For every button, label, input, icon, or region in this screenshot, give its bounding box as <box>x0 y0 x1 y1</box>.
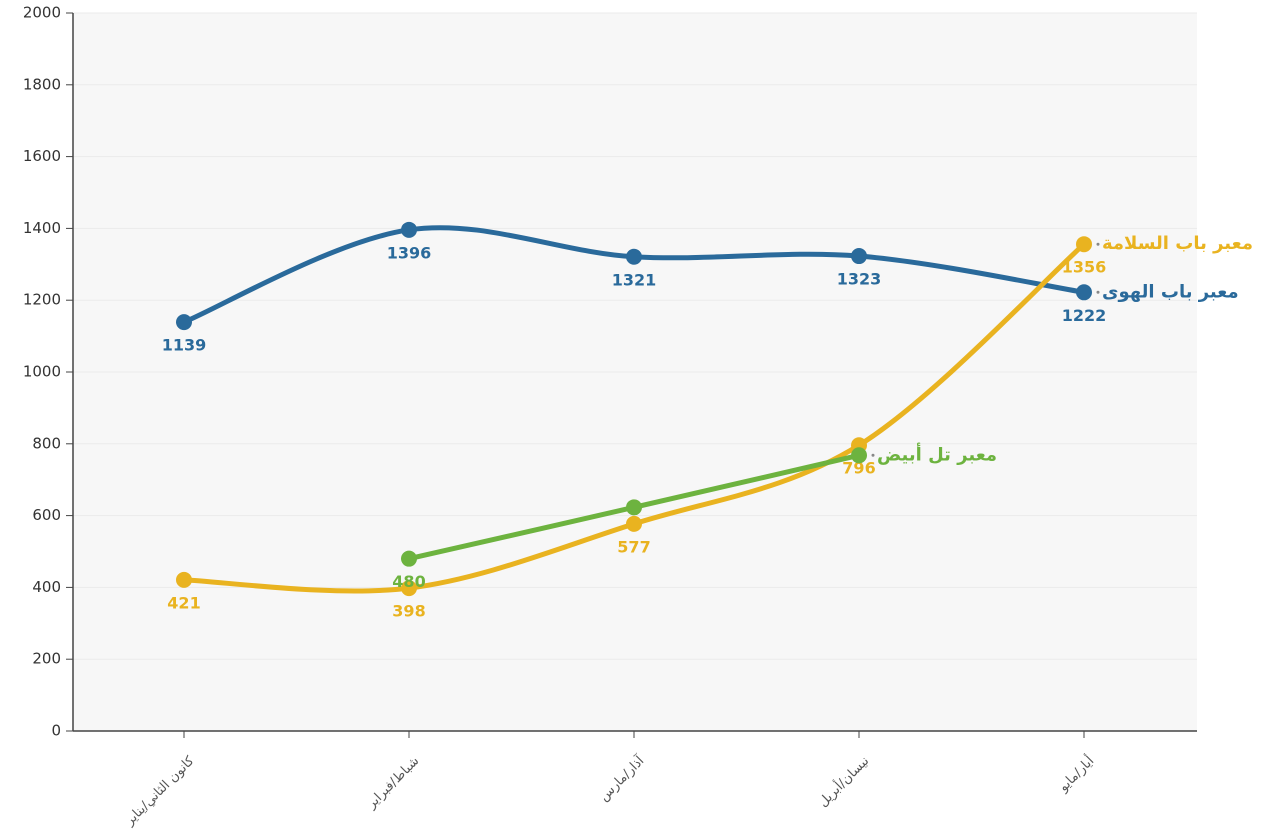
data-point <box>626 248 642 265</box>
data-label: 1222 <box>1062 306 1107 325</box>
data-point <box>1076 284 1092 301</box>
data-point <box>176 571 192 588</box>
data-label: 480 <box>392 572 425 591</box>
data-point <box>851 447 867 464</box>
y-tick-label: 200 <box>32 650 61 668</box>
series-name: معبر باب الهوى <box>1102 281 1239 302</box>
data-label: 577 <box>617 537 650 556</box>
y-tick-label: 1200 <box>23 291 61 309</box>
y-tick-label: 1400 <box>23 219 61 237</box>
x-tick-label: أيار/مايو <box>1054 752 1097 795</box>
data-label: 796 <box>842 459 875 478</box>
data-label: 1321 <box>612 270 657 289</box>
legend-dot <box>871 453 875 457</box>
y-tick-label: 800 <box>32 434 61 452</box>
y-tick-label: 1000 <box>23 363 61 381</box>
data-label: 1323 <box>837 270 882 289</box>
x-tick-label: كانون الثاني/يناير <box>122 753 198 829</box>
x-tick-label: شباط/فبراير <box>364 754 423 813</box>
data-point <box>401 580 417 597</box>
y-tick-label: 1800 <box>23 75 61 93</box>
x-tick-label: نيسان/أبريل <box>814 752 872 810</box>
data-label: 398 <box>392 602 425 621</box>
data-point <box>1076 236 1092 253</box>
y-tick-label: 2000 <box>23 4 61 22</box>
data-label: 421 <box>167 593 200 612</box>
y-tick-label: 0 <box>51 722 61 740</box>
data-label: 1356 <box>1062 258 1107 277</box>
y-tick-label: 600 <box>32 506 61 524</box>
data-point <box>401 221 417 238</box>
y-tick-label: 1600 <box>23 147 61 165</box>
data-point <box>401 550 417 567</box>
x-tick-label: آذار/مارس <box>595 751 648 804</box>
series-name: معبر باب السلامة <box>1102 233 1253 254</box>
data-label: 1396 <box>387 243 432 262</box>
data-point <box>626 515 642 532</box>
y-tick-label: 400 <box>32 578 61 596</box>
data-point <box>626 499 642 516</box>
data-label: 1139 <box>162 336 207 355</box>
data-point <box>851 248 867 265</box>
legend-dot <box>1096 242 1100 246</box>
series-name: معبر تل أبيض <box>877 442 997 465</box>
legend-dot <box>1096 290 1100 294</box>
data-point <box>176 314 192 331</box>
